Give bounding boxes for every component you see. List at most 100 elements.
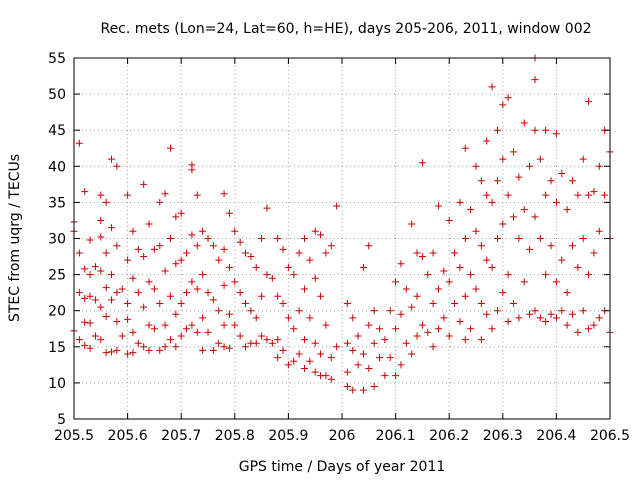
data-point [172,343,180,351]
data-point [445,332,453,340]
data-point [177,299,185,307]
data-point [585,271,593,279]
data-point [215,256,223,264]
data-point [188,321,196,329]
data-point [97,303,105,311]
data-point [595,162,603,170]
data-point [166,292,174,300]
data-point [429,249,437,257]
data-point [97,216,105,224]
data-point [118,285,126,293]
data-point [311,339,319,347]
x-tick-label: 206.1 [376,428,416,444]
x-axis-label: GPS time / Days of year 2011 [239,459,446,475]
data-point [542,271,550,279]
x-tick-label: 205.5 [54,428,94,444]
data-point [91,296,99,304]
data-point [510,148,518,156]
data-point [343,299,351,307]
data-point [134,245,142,253]
data-point [574,191,582,199]
data-point [91,263,99,271]
data-point [161,321,169,329]
data-point [413,292,421,300]
data-point [370,307,378,315]
data-point [317,350,325,358]
data-point [434,202,442,210]
data-point [349,346,357,354]
data-point [209,242,217,250]
data-point [108,155,116,163]
data-point [247,253,255,261]
data-point [445,216,453,224]
data-point [317,292,325,300]
data-point [118,332,126,340]
data-point [381,336,389,344]
data-point [108,224,116,232]
data-point [515,314,523,322]
x-tick-label: 205.6 [108,428,148,444]
data-point [386,354,394,362]
data-point [300,364,308,372]
data-point [477,299,485,307]
data-point [124,299,132,307]
data-point [493,177,501,185]
data-point [284,361,292,369]
data-point [97,267,105,275]
data-point [531,213,539,221]
data-point [75,336,83,344]
data-point [483,137,491,145]
data-point [129,274,137,282]
data-point [359,263,367,271]
data-point [595,314,603,322]
data-point [510,213,518,221]
data-point [252,339,260,347]
data-point [451,299,459,307]
data-point [536,314,544,322]
data-point [585,325,593,333]
data-point [376,354,384,362]
data-point [156,299,164,307]
data-point [590,321,598,329]
data-point [504,318,512,326]
data-point [86,271,94,279]
data-point [140,180,148,188]
data-point [124,256,132,264]
data-point [333,202,341,210]
data-point [531,307,539,315]
data-point [284,314,292,322]
data-point [306,256,314,264]
data-point [424,328,432,336]
data-point [536,155,544,163]
y-axis-ticks: 5 10 15 20 25 30 35 40 45 50 55 [48,51,610,428]
data-point [81,294,89,302]
data-point [156,198,164,206]
data-point [300,285,308,293]
data-point [209,296,217,304]
data-point [461,336,469,344]
data-point [156,242,164,250]
data-point [306,314,314,322]
data-point [172,260,180,268]
data-point [102,249,110,257]
data-point [451,249,459,257]
data-point [263,336,271,344]
data-point [327,242,335,250]
data-point [526,162,534,170]
data-point [542,318,550,326]
data-point [129,227,137,235]
data-point [558,170,566,178]
data-point [488,325,496,333]
data-point [461,235,469,242]
data-point [536,235,544,242]
data-point [467,271,475,279]
data-point [531,76,539,84]
data-point [220,190,228,198]
data-point [547,310,555,318]
data-point [531,126,539,134]
data-point [333,343,341,351]
data-point [231,227,239,235]
data-point [408,220,416,228]
x-tick-label: 205.9 [268,428,308,444]
